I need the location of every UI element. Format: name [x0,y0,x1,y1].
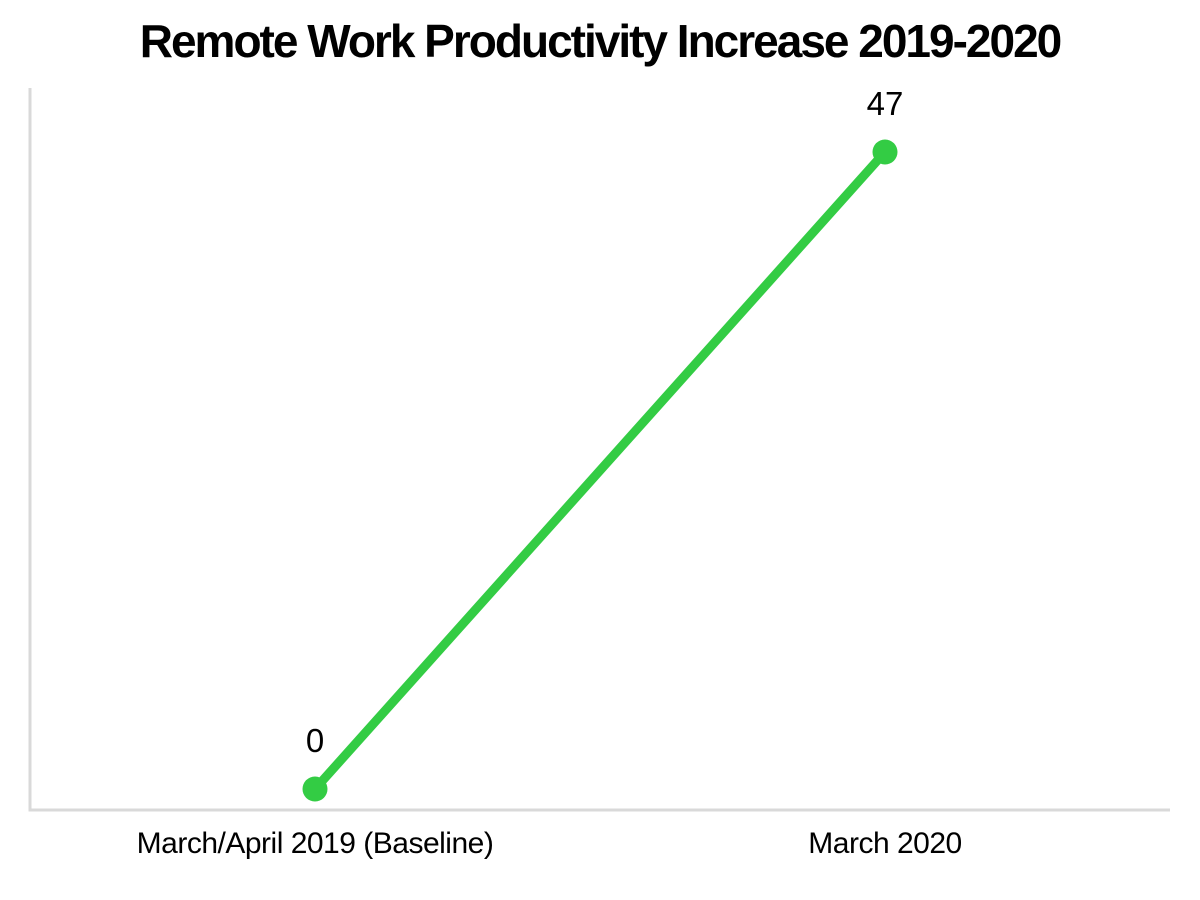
value-label: 0 [306,722,324,759]
value-label: 47 [867,85,904,122]
chart-title: Remote Work Productivity Increase 2019-2… [139,15,1063,67]
series-line [310,147,890,794]
data-point-marker[interactable] [302,776,328,802]
x-axis-label: March 2020 [808,827,961,860]
x-axis-label: March/April 2019 (Baseline) [137,827,494,860]
data-point-marker[interactable] [872,139,898,165]
